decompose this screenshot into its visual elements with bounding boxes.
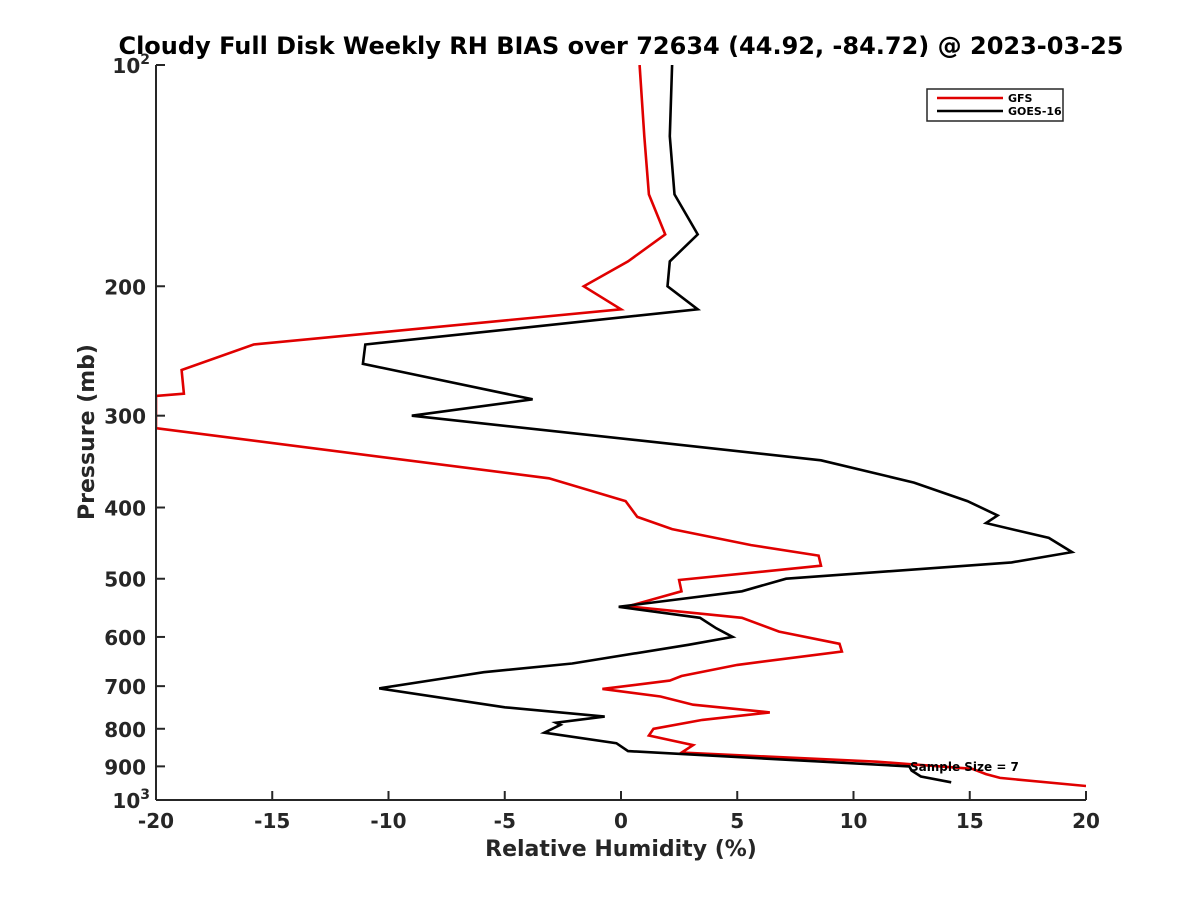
- x-ticks: -20 -15 -10 -5 0 5 10 15 20: [138, 791, 1100, 833]
- y-tick-label: 600: [104, 626, 146, 650]
- x-tick-label: -20: [138, 809, 174, 833]
- y-tick-label: 400: [104, 497, 146, 521]
- y-tick-label: 300: [104, 405, 146, 429]
- chart-title: Cloudy Full Disk Weekly RH BIAS over 726…: [118, 32, 1123, 60]
- y-tick-label: 500: [104, 568, 146, 592]
- x-tick-label: 15: [956, 809, 984, 833]
- y-tick-label: 103: [112, 787, 150, 813]
- legend-label-goes16: GOES-16: [1008, 105, 1062, 118]
- series-layer: [156, 65, 1086, 788]
- y-tick-label: 900: [104, 755, 146, 779]
- x-tick-label: 5: [730, 809, 744, 833]
- y-tick-label: 700: [104, 675, 146, 699]
- plot-area: [156, 65, 1086, 788]
- sample-size-annotation: Sample Size = 7: [910, 760, 1019, 774]
- x-tick-label: 20: [1072, 809, 1100, 833]
- x-axis-label: Relative Humidity (%): [485, 837, 757, 862]
- y-tick-label: 800: [104, 718, 146, 742]
- legend-box: [926, 88, 1064, 122]
- x-tick-label: 10: [840, 809, 868, 833]
- x-tick-label: -15: [254, 809, 290, 833]
- y-tick-label: 102: [112, 52, 150, 78]
- y-axis-label: Pressure (mb): [75, 344, 100, 520]
- x-tick-label: -5: [494, 809, 516, 833]
- legend-label-gfs: GFS: [1008, 92, 1033, 105]
- legend: GFS GOES-16: [926, 88, 1064, 122]
- x-tick-label: -10: [370, 809, 406, 833]
- series-line-goes16: [361, 65, 1076, 784]
- y-tick-label: 200: [104, 275, 146, 299]
- x-tick-label: 0: [614, 809, 628, 833]
- y-ticks: 102 200 300 400 500 600 700 800 900 103: [104, 52, 165, 813]
